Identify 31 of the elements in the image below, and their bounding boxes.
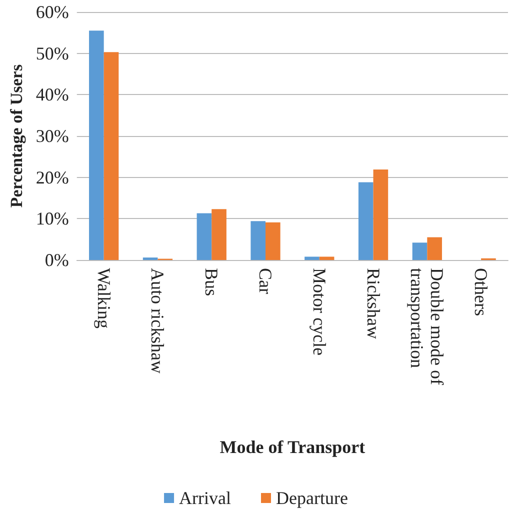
x-tick-label: Rickshaw <box>363 268 384 339</box>
y-tick-label: 40% <box>36 84 69 105</box>
x-tick-label: Bus <box>202 268 222 296</box>
x-tick-label: Motor cycle <box>309 268 330 356</box>
bar <box>412 242 428 260</box>
bar <box>358 182 374 260</box>
bar <box>104 52 119 260</box>
y-tick-label: 60% <box>36 2 69 22</box>
bar <box>266 222 280 260</box>
x-tick-label: Double mode of transportation <box>407 268 448 390</box>
y-axis-title: Percentage of Users <box>7 64 26 208</box>
bar <box>319 256 334 260</box>
y-tick-label: 20% <box>36 167 69 188</box>
y-tick-label: 50% <box>36 43 69 64</box>
bar <box>212 209 226 260</box>
legend-label: Departure <box>276 488 348 508</box>
y-tick-label: 0% <box>44 250 69 270</box>
bar <box>89 30 104 260</box>
x-tick-label: Auto rickshaw <box>148 268 168 374</box>
y-tick-label: 10% <box>36 208 69 229</box>
x-axis-title: Mode of Transport <box>220 437 366 457</box>
bar <box>373 169 388 260</box>
x-tick-label: Walking <box>94 268 114 329</box>
bar <box>250 221 266 260</box>
bar <box>196 213 212 260</box>
bar <box>304 256 320 260</box>
legend-label: Arrival <box>179 488 232 508</box>
y-tick-label: 30% <box>36 126 69 146</box>
x-tick-label: Car <box>256 268 276 294</box>
bar <box>427 237 442 260</box>
x-tick-label: Others <box>471 268 492 316</box>
